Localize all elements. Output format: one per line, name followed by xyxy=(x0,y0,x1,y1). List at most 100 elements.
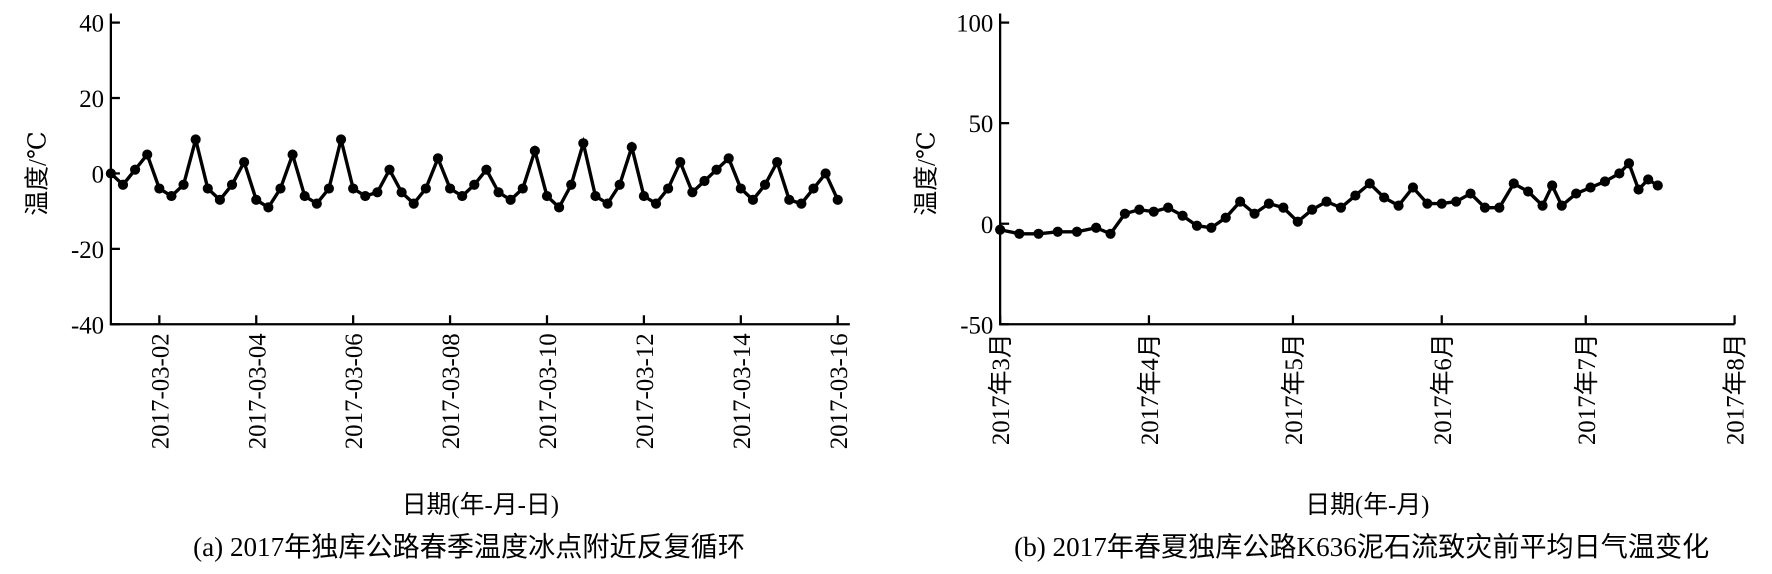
data-point xyxy=(1206,222,1217,233)
data-point xyxy=(1163,202,1174,213)
y-tick-label: 100 xyxy=(956,11,993,38)
data-point xyxy=(384,164,395,175)
data-point xyxy=(1451,196,1462,207)
x-tick-label: 2017-03-14 xyxy=(729,333,756,449)
data-point xyxy=(1091,222,1102,233)
data-point xyxy=(457,190,468,202)
data-point xyxy=(251,194,262,205)
data-point xyxy=(1547,180,1558,191)
data-point xyxy=(590,190,601,202)
data-point xyxy=(832,194,843,205)
data-point xyxy=(723,153,734,164)
data-point xyxy=(311,198,322,209)
data-point xyxy=(1364,178,1375,189)
data-point xyxy=(772,157,783,168)
x-tick-label: 2017年8月 xyxy=(1722,333,1750,445)
y-tick-label: -40 xyxy=(71,312,104,339)
y-tick-label: 50 xyxy=(968,111,993,138)
data-point xyxy=(154,183,165,194)
data-point xyxy=(432,153,444,164)
x-tick-label: 2017-03-02 xyxy=(147,333,174,449)
data-point xyxy=(1571,188,1582,199)
data-point xyxy=(469,179,480,190)
data-point xyxy=(1652,180,1663,191)
data-point xyxy=(578,138,589,149)
y-tick-label: 0 xyxy=(981,212,993,239)
data-point xyxy=(1235,196,1246,207)
data-point xyxy=(1465,188,1476,199)
data-point xyxy=(808,183,819,194)
data-point xyxy=(602,198,613,209)
y-tick-label: -50 xyxy=(960,312,993,339)
data-point xyxy=(396,187,407,198)
data-point xyxy=(784,194,795,205)
data-point xyxy=(1134,204,1145,215)
data-point xyxy=(287,149,298,160)
caption: (b) 2017年春夏独库公路K636泥石流致灾前平均日气温变化 xyxy=(1014,532,1709,562)
data-point xyxy=(1614,168,1625,179)
data-point xyxy=(626,141,637,153)
data-point xyxy=(687,187,698,198)
data-point xyxy=(1071,226,1083,237)
data-point xyxy=(275,183,286,194)
data-point xyxy=(650,198,662,209)
data-point xyxy=(420,183,431,194)
x-tick-label: 2017年3月 xyxy=(987,333,1015,445)
data-point xyxy=(214,194,225,205)
data-point xyxy=(711,164,722,175)
data-point xyxy=(130,164,141,175)
data-point xyxy=(1643,174,1654,185)
x-axis-label: 日期(年-月-日) xyxy=(402,491,559,519)
x-tick-label: 2017-03-08 xyxy=(438,333,465,449)
data-point xyxy=(202,183,213,194)
x-tick-label: 2017年7月 xyxy=(1573,333,1601,445)
x-tick-label: 2017-03-06 xyxy=(341,333,368,449)
data-point xyxy=(1393,200,1404,211)
x-tick-label: 2017-03-16 xyxy=(826,333,853,449)
data-point xyxy=(408,198,419,209)
data-point xyxy=(1014,228,1025,239)
data-point xyxy=(1633,184,1644,195)
data-point xyxy=(1379,192,1390,203)
data-point xyxy=(335,134,347,145)
data-point xyxy=(481,164,492,175)
data-point xyxy=(614,179,625,190)
data-point xyxy=(1220,212,1231,223)
data-point xyxy=(735,183,746,194)
data-point xyxy=(166,190,177,202)
data-point xyxy=(1148,206,1159,217)
data-point xyxy=(1105,228,1116,239)
data-point xyxy=(1307,204,1318,215)
y-tick-label: 40 xyxy=(79,11,104,38)
axes xyxy=(109,13,850,326)
data-point xyxy=(323,183,335,194)
data-point xyxy=(444,183,456,194)
data-point xyxy=(1422,198,1433,209)
data-point xyxy=(117,179,129,190)
data-point xyxy=(1119,208,1131,219)
data-point xyxy=(517,183,528,194)
data-point xyxy=(638,190,649,202)
x-tick-label: 2017-03-10 xyxy=(535,333,562,449)
data-point xyxy=(1177,210,1188,221)
data-point xyxy=(1033,228,1044,239)
y-tick-label: 0 xyxy=(92,161,104,188)
data-point xyxy=(1436,198,1447,209)
x-tick-label: 2017年6月 xyxy=(1429,333,1457,445)
data-point xyxy=(1191,220,1203,231)
caption: (a) 2017年独库公路春季温度冰点附近反复循环 xyxy=(193,532,745,562)
data-point xyxy=(529,145,540,156)
data-point xyxy=(360,190,371,202)
data-point xyxy=(796,198,807,209)
data-point xyxy=(1292,216,1303,227)
data-point xyxy=(142,149,153,160)
x-axis-label: 日期(年-月) xyxy=(1305,491,1429,519)
x-tick-label: 2017年4月 xyxy=(1136,333,1164,445)
data-point xyxy=(1407,182,1419,193)
data-point xyxy=(1599,176,1611,187)
data-point xyxy=(178,179,189,190)
data-point xyxy=(493,187,504,198)
data-point xyxy=(663,183,674,194)
data-point xyxy=(1321,196,1332,207)
